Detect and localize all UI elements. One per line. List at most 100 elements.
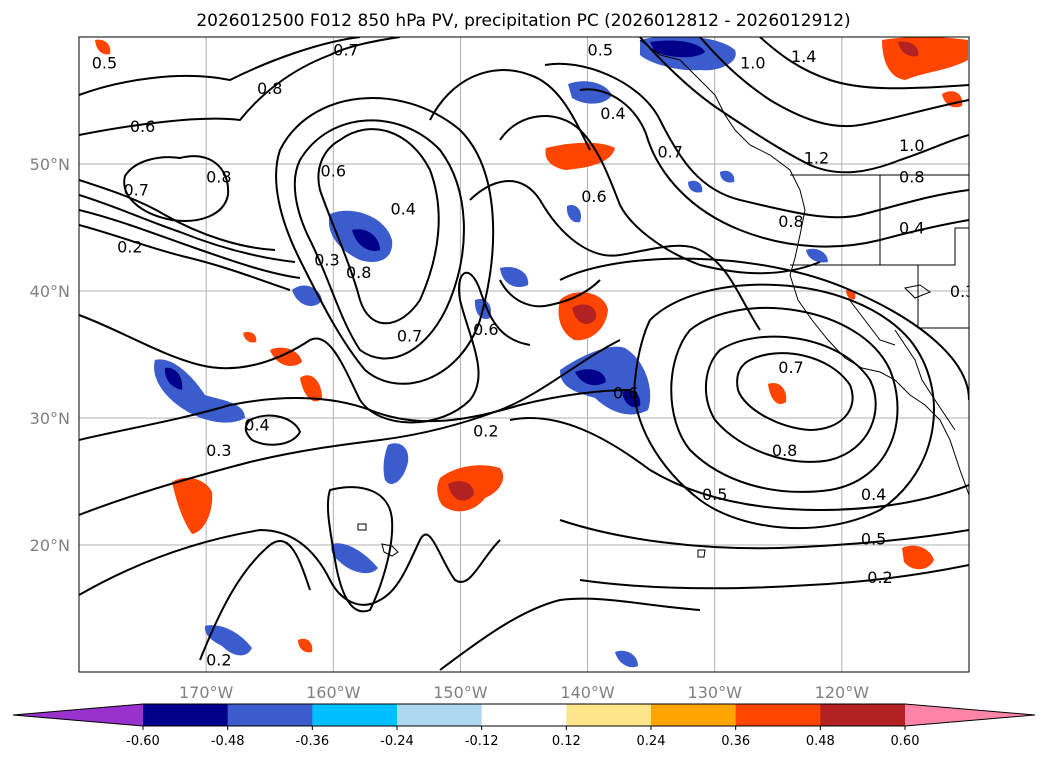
pv-contours	[79, 37, 969, 671]
contour-label: 0.8	[899, 168, 924, 187]
pv-contour	[544, 62, 969, 219]
map-content: 0.5 0.6 0.8 0.7 0.7 0.8 0.2 0.6 0.4 0.3 0.8 0.7 0.6 0…	[79, 37, 969, 672]
island	[697, 549, 706, 558]
pv-contour	[79, 37, 361, 96]
contour-label: 0.3	[206, 441, 231, 460]
colorbar-label: 0.12	[552, 734, 581, 749]
colorbar-label: 0.36	[721, 734, 750, 749]
pv-contour	[79, 179, 276, 251]
contour-label: 0.6	[473, 320, 498, 339]
contour-label: 0.6	[613, 384, 638, 403]
precip-blob	[720, 170, 735, 183]
contour-label: 0.6	[581, 187, 606, 206]
colorbar-label: -0.12	[465, 734, 499, 749]
y-tick-label: 40°N	[30, 282, 70, 301]
colorbar-label: 0.24	[637, 734, 666, 749]
contour-label: 0.8	[257, 79, 282, 98]
contour-label: 0.7	[778, 358, 803, 377]
x-tick-label: 120°W	[815, 683, 870, 702]
contour-label: 0.7	[657, 142, 682, 161]
pv-contour	[199, 540, 311, 661]
colorbar-segment	[651, 704, 737, 726]
contour-label: 0.8	[346, 263, 371, 282]
precip-blob	[572, 304, 597, 324]
precip-blob	[575, 369, 606, 386]
pv-contour	[499, 279, 601, 308]
contour-label: 0.8	[772, 441, 797, 460]
coastline-path	[894, 329, 956, 431]
pv-contour	[699, 37, 969, 128]
colorbar-segment	[227, 704, 313, 726]
pv-contour	[79, 339, 621, 516]
colorbar-extend-low	[13, 704, 143, 726]
map-background	[79, 37, 969, 672]
y-tick-label: 30°N	[30, 409, 70, 428]
precip-blob	[331, 543, 378, 574]
precip-blob	[902, 545, 934, 570]
contour-label: 0.7	[123, 180, 148, 199]
contour-label: 0.7	[397, 326, 422, 345]
precip-blob	[448, 481, 474, 501]
contour-label: 0.7	[333, 41, 358, 60]
chart-title: 2026012500 F012 850 hPa PV, precipitatio…	[196, 11, 850, 31]
precip-blob	[164, 367, 183, 390]
pv-contour	[579, 88, 969, 248]
pv-contour	[275, 96, 495, 385]
contour-label: 1.0	[899, 136, 924, 155]
island	[903, 284, 932, 299]
pv-contour	[736, 352, 854, 431]
pv-contour	[79, 389, 631, 441]
pv-contour	[293, 119, 465, 360]
pv-contour	[559, 519, 969, 550]
pv-contour	[79, 194, 296, 263]
precip-blob	[566, 204, 581, 223]
colorbar-label: -0.36	[296, 734, 330, 749]
pv-contour	[439, 597, 701, 671]
coastline	[357, 39, 969, 558]
precip-blob	[383, 443, 409, 484]
contour-label: 0.3	[314, 250, 339, 269]
pv-contour	[244, 414, 301, 446]
pv-contour	[509, 417, 969, 511]
coastline-path	[639, 39, 969, 496]
contour-label: 0.5	[588, 41, 613, 60]
contour-label: 0.2	[117, 238, 142, 257]
precip-blob	[768, 382, 787, 404]
precip-blob	[204, 625, 252, 656]
x-tick-labels: 170°W 160°W 150°W 140°W 130°W 120°W	[179, 683, 869, 702]
precip-blob	[95, 39, 111, 55]
pv-contour	[79, 529, 501, 606]
precip-blob	[688, 180, 703, 193]
precip-blob	[545, 142, 615, 170]
contour-label: 0.2	[473, 422, 498, 441]
precip-blob	[172, 477, 213, 534]
contour-label: 0.6	[321, 161, 346, 180]
pv-contour	[639, 37, 969, 174]
contour-label: 0.2	[867, 568, 892, 587]
border-line	[847, 297, 896, 346]
x-tick-label: 140°W	[560, 683, 615, 702]
colorbar-extend-high	[905, 704, 1035, 726]
x-tick-label: 150°W	[433, 683, 488, 702]
pv-contour	[670, 306, 899, 493]
pv-contour	[79, 271, 531, 424]
colorbar-label: -0.24	[380, 734, 414, 749]
map-panel: 0.5 0.6 0.8 0.7 0.7 0.8 0.2 0.6 0.4 0.3 0.8 0.7 0.6 0…	[78, 36, 970, 673]
x-tick-label: 160°W	[306, 683, 361, 702]
contour-label: 1.0	[740, 53, 765, 72]
pv-contour	[759, 37, 969, 90]
contour-label: 0.2	[206, 650, 231, 669]
contour-label: 0.5	[92, 53, 117, 72]
contour-label: 1.2	[804, 149, 829, 168]
colorbar-segment	[566, 704, 652, 726]
precip-blob	[650, 40, 705, 58]
pv-contour	[317, 128, 440, 325]
y-tick-label: 20°N	[30, 536, 70, 555]
pv-contour	[633, 283, 935, 530]
island	[357, 523, 367, 531]
precip-blob	[352, 229, 380, 252]
colorbar-segment	[735, 704, 821, 726]
y-tick-labels: 20°N 30°N 40°N 50°N	[30, 155, 70, 555]
colorbar-label: -0.60	[126, 734, 160, 749]
